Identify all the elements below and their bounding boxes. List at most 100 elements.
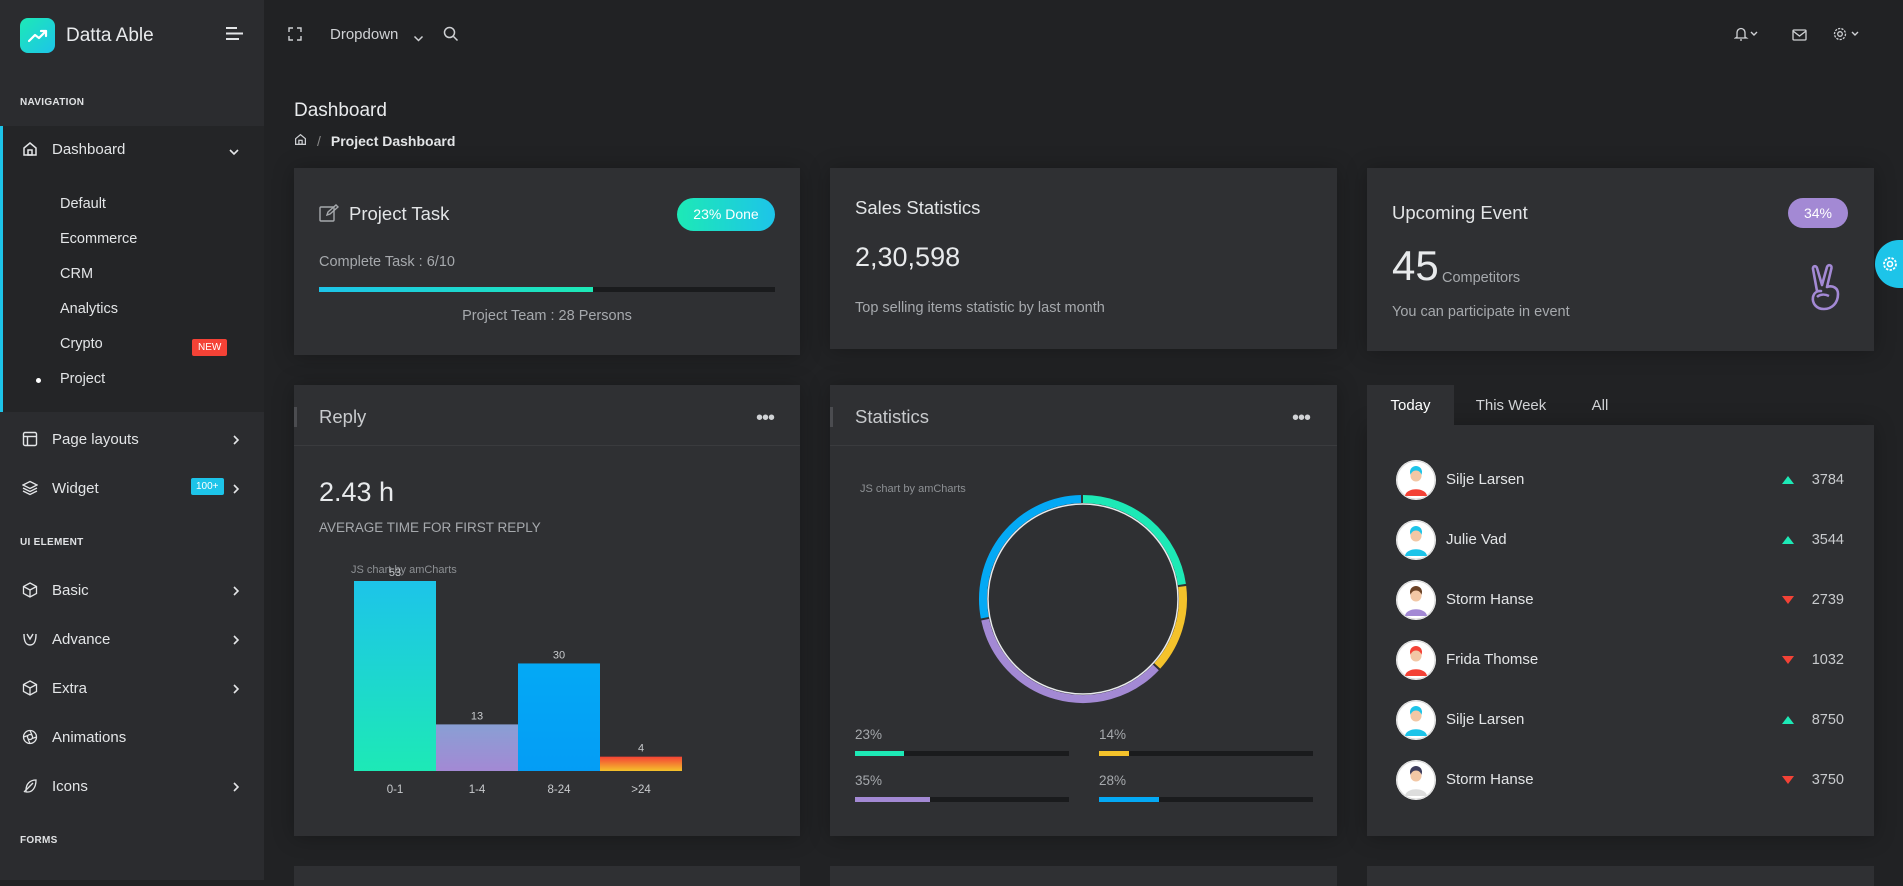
tab-today[interactable]: Today: [1367, 385, 1454, 425]
upcoming-event-card: Upcoming Event 34% 45 Competitors You ca…: [1367, 168, 1874, 351]
avatar: [1396, 640, 1436, 680]
sidebar-item-icons[interactable]: Icons: [0, 763, 264, 809]
submenu-item-crm[interactable]: CRM: [60, 266, 94, 282]
list-item[interactable]: Frida Thomse 1032: [1396, 630, 1844, 690]
list-item[interactable]: Julie Vad 3544: [1396, 510, 1844, 570]
bar-value-label: 13: [471, 710, 483, 722]
done-badge: 23% Done: [677, 198, 775, 231]
list-item[interactable]: Silje Larsen 8750: [1396, 690, 1844, 750]
list-item[interactable]: Storm Hanse 2739: [1396, 570, 1844, 630]
submenu-item-project[interactable]: Project: [60, 371, 106, 387]
arrow-down-icon: [1782, 656, 1794, 664]
user-name: Storm Hanse: [1446, 771, 1534, 788]
stat-percent-label: 23%: [855, 727, 883, 742]
sales-value: 2,30,598: [855, 242, 961, 272]
submenu-item-default[interactable]: Default: [60, 196, 106, 212]
sidebar-item-page-layouts[interactable]: Page layouts: [0, 416, 264, 462]
event-count-label: Competitors: [1442, 270, 1521, 286]
leaderboard-card: [1367, 425, 1874, 836]
bar-value-label: 4: [638, 743, 644, 755]
reply-value: 2.43 h: [319, 477, 395, 507]
sidebar-item-animations[interactable]: Animations: [0, 714, 264, 760]
statistics-card: Statistics ••• JS chart by amCharts 23% 1…: [830, 385, 1337, 836]
x-tick-label: 8-24: [547, 784, 571, 796]
edit-icon: [319, 204, 340, 227]
sidebar-item-label: Dashboard: [52, 140, 126, 158]
list-item[interactable]: Silje Larsen 3784: [1396, 450, 1844, 510]
sidebar-item-label: Icons: [52, 777, 88, 795]
stat-progress-track: [1099, 797, 1313, 802]
card-title: Sales Statistics: [855, 197, 981, 218]
stat-progress-track: [1099, 751, 1313, 756]
user-name: Storm Hanse: [1446, 591, 1534, 608]
chart-credit: JS chart by amCharts: [860, 483, 966, 495]
list-item[interactable]: Storm Hanse 3750: [1396, 750, 1844, 810]
event-badge: 34%: [1788, 198, 1848, 228]
avatar: [1396, 460, 1436, 500]
sidebar-item-label: Animations: [52, 728, 127, 746]
search-icon[interactable]: [443, 26, 459, 47]
chevron-right-icon: [232, 682, 240, 699]
layout-icon: [22, 431, 38, 447]
bar-8-24[interactable]: [518, 663, 600, 771]
chart-credit: JS chart by amCharts: [351, 564, 457, 576]
user-name: Frida Thomse: [1446, 651, 1539, 668]
bar-1-4[interactable]: [436, 724, 518, 771]
arrow-up-icon: [1782, 536, 1794, 544]
statistics-donut-chart: JS chart by amCharts: [860, 483, 1187, 703]
card-header-mark: [830, 407, 833, 427]
card-header-mark: [294, 407, 297, 427]
donut-slice[interactable]: [1154, 585, 1187, 669]
bell-icon[interactable]: [1733, 27, 1762, 46]
mail-icon[interactable]: [1792, 28, 1807, 46]
sales-subtitle: Top selling items statistic by last mont…: [855, 300, 1105, 316]
box-icon: [22, 582, 38, 598]
project-task-card: Project Task 23% Done Complete Task : 6/…: [294, 168, 800, 355]
sidebar-item-widget[interactable]: Widget: [0, 465, 264, 511]
donut-slice[interactable]: [979, 495, 1082, 619]
user-name: Silje Larsen: [1446, 711, 1525, 728]
new-badge: NEW: [192, 339, 228, 356]
breadcrumb-current[interactable]: Project Dashboard: [330, 133, 456, 149]
stat-progress-fill: [855, 797, 930, 802]
breadcrumb-separator: /: [317, 133, 321, 149]
stat-progress-fill: [1099, 797, 1159, 802]
arrow-down-icon: [1782, 596, 1794, 604]
user-score: 8750: [1811, 712, 1844, 728]
fullscreen-icon[interactable]: [288, 27, 302, 46]
tab-this-week[interactable]: This Week: [1475, 396, 1547, 414]
x-tick-label: 1-4: [469, 784, 486, 796]
avatar: [1396, 580, 1436, 620]
topbar-dropdown[interactable]: Dropdown: [330, 26, 398, 43]
next-card-top: [294, 866, 800, 886]
sidebar-item-advance[interactable]: Advance: [0, 616, 264, 662]
sidebar-item-basic[interactable]: Basic: [0, 567, 264, 613]
nav-caption-forms: FORMS: [20, 835, 58, 846]
nav-caption-ui-element: UI ELEMENT: [20, 537, 84, 548]
gear-icon: [1882, 256, 1898, 277]
sidebar-item-extra[interactable]: Extra: [0, 665, 264, 711]
sidebar-item-dashboard[interactable]: Dashboard: [0, 126, 264, 172]
menu-toggle-icon[interactable]: [226, 27, 244, 45]
bar->24[interactable]: [600, 756, 682, 771]
user-name: Silje Larsen: [1446, 471, 1525, 488]
donut-slice[interactable]: [981, 618, 1159, 703]
project-team-label: Project Team : 28 Persons: [462, 308, 632, 324]
submenu-item-analytics[interactable]: Analytics: [60, 301, 119, 317]
bar-0-1[interactable]: [354, 581, 436, 771]
home-icon[interactable]: [294, 133, 307, 149]
event-count: 45: [1392, 242, 1439, 289]
tab-all[interactable]: All: [1591, 396, 1609, 414]
submenu-item-crypto[interactable]: Crypto: [60, 336, 103, 352]
dashboard-submenu: [0, 170, 264, 412]
page-title: Dashboard: [294, 100, 387, 121]
brand[interactable]: Datta Able: [20, 18, 154, 53]
donut-slice[interactable]: [1082, 495, 1186, 586]
settings-gear-icon[interactable]: [1833, 27, 1863, 46]
brand-name: Datta Able: [66, 24, 154, 46]
submenu-item-ecommerce[interactable]: Ecommerce: [60, 231, 138, 247]
chevron-down-icon[interactable]: [413, 30, 424, 48]
advance-icon: [22, 631, 38, 647]
customizer-toggle[interactable]: [1875, 240, 1903, 288]
trending-up-icon: [20, 18, 55, 53]
